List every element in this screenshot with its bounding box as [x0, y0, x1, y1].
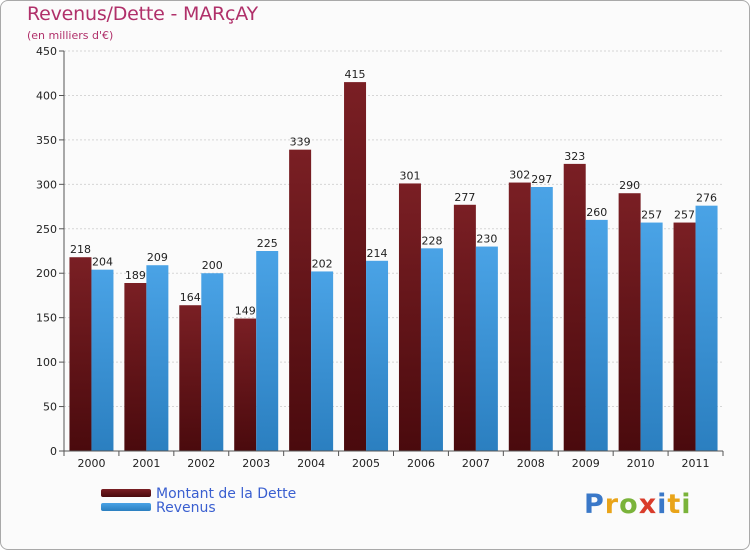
value-label-dette-2004: 339	[290, 136, 311, 149]
x-tick-label: 2011	[682, 457, 710, 470]
bar-revenus-2010	[640, 222, 663, 451]
bar-dette-2009	[563, 163, 586, 451]
bar-revenus-2011	[695, 205, 718, 451]
x-tick-label: 2008	[517, 457, 545, 470]
y-tick-label: 100	[36, 356, 57, 369]
value-label-revenus-2004: 202	[312, 257, 333, 270]
logo-letter: i	[657, 489, 668, 520]
bar-revenus-2004	[311, 271, 334, 451]
bar-revenus-2007	[475, 246, 498, 451]
bar-revenus-2008	[530, 187, 553, 451]
logo-letter: o	[619, 489, 639, 520]
y-tick-label: 250	[36, 223, 57, 236]
bar-dette-2005	[344, 82, 367, 451]
logo-letter: t	[667, 489, 682, 520]
value-label-dette-2008: 302	[509, 169, 530, 182]
bar-dette-2011	[673, 222, 696, 451]
value-label-revenus-2006: 228	[421, 234, 442, 247]
x-tick-label: 2000	[77, 457, 105, 470]
bar-dette-2008	[508, 182, 531, 452]
bar-revenus-2009	[585, 219, 608, 451]
value-label-dette-2002: 164	[180, 291, 201, 304]
bar-revenus-2005	[366, 260, 389, 451]
y-tick-label: 150	[36, 312, 57, 325]
bar-dette-2006	[398, 183, 421, 451]
legend-label-dette: Montant de la Dette	[156, 486, 297, 502]
value-label-revenus-2002: 200	[202, 259, 223, 272]
y-tick-label: 350	[36, 134, 57, 147]
x-tick-label: 2006	[407, 457, 435, 470]
value-label-dette-2007: 277	[454, 191, 475, 204]
chart-title: Revenus/Dette - MARçAY	[27, 3, 258, 25]
bar-revenus-2002	[201, 273, 224, 451]
value-label-dette-2003: 149	[235, 305, 256, 318]
value-label-dette-2009: 323	[564, 150, 585, 163]
x-tick-label: 2005	[352, 457, 380, 470]
x-tick-label: 2004	[297, 457, 325, 470]
x-tick-label: 2002	[187, 457, 215, 470]
logo-letter: r	[604, 489, 620, 520]
bar-revenus-2000	[91, 269, 114, 451]
bar-revenus-2001	[146, 265, 169, 451]
y-tick-label: 300	[36, 178, 57, 191]
value-label-revenus-2000: 204	[92, 256, 113, 269]
value-label-revenus-2001: 209	[147, 251, 168, 264]
grid-lines	[64, 50, 723, 408]
bar-dette-2001	[124, 283, 147, 451]
y-tick-label: 0	[50, 445, 57, 458]
logo-letter: x	[638, 489, 658, 520]
value-label-revenus-2008: 297	[531, 173, 552, 186]
bar-revenus-2003	[256, 251, 279, 451]
bar-dette-2003	[234, 318, 257, 451]
y-tick-label: 400	[36, 89, 57, 102]
value-label-revenus-2007: 230	[476, 233, 497, 246]
x-tick-label: 2009	[572, 457, 600, 470]
bar-dette-2004	[289, 149, 312, 451]
bar-dette-2002	[179, 305, 202, 451]
legend-swatch-dette	[101, 489, 151, 497]
y-tick-label: 450	[36, 45, 57, 58]
logo-letter: i	[681, 489, 692, 520]
value-label-revenus-2011: 276	[696, 192, 717, 205]
logo-letter: P	[584, 489, 605, 520]
chart-subtitle: (en milliers d'€)	[27, 29, 114, 42]
value-label-revenus-2009: 260	[586, 206, 607, 219]
value-label-dette-2001: 189	[125, 269, 146, 282]
x-tick-label: 2001	[132, 457, 160, 470]
value-label-dette-2005: 415	[345, 68, 366, 81]
value-label-revenus-2005: 214	[367, 247, 388, 260]
value-label-revenus-2010: 257	[641, 209, 662, 222]
value-label-dette-2006: 301	[399, 169, 420, 182]
proxiti-logo: Proxiti	[584, 489, 692, 520]
bar-dette-2007	[453, 204, 476, 451]
legend-swatch-revenus	[101, 503, 151, 511]
y-tick-label: 50	[43, 401, 57, 414]
x-tick-label: 2003	[242, 457, 270, 470]
value-label-dette-2011: 257	[674, 209, 695, 222]
value-label-revenus-2003: 225	[257, 237, 278, 250]
bar-dette-2000	[69, 257, 92, 451]
x-tick-label: 2010	[627, 457, 655, 470]
x-tick-label: 2007	[462, 457, 490, 470]
y-tick-label: 200	[36, 267, 57, 280]
bar-revenus-2006	[420, 248, 443, 451]
value-label-dette-2000: 218	[70, 243, 91, 256]
bar-dette-2010	[618, 193, 641, 451]
value-label-dette-2010: 290	[619, 179, 640, 192]
legend-label-revenus: Revenus	[156, 500, 216, 516]
